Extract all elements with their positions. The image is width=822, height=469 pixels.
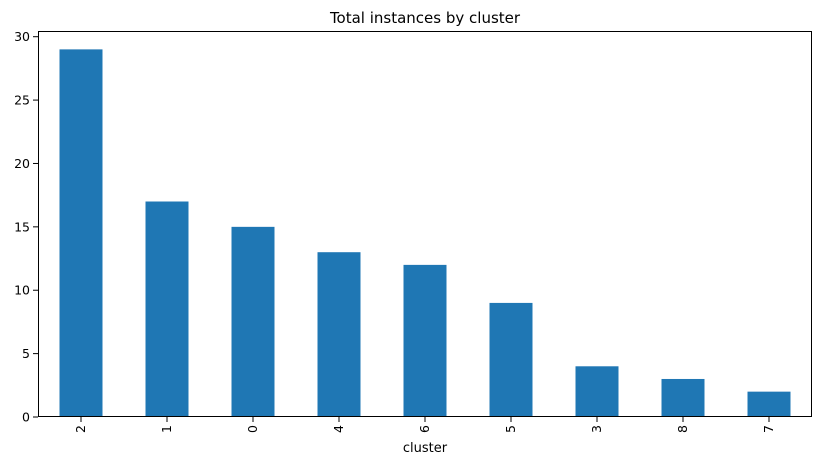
bar-cluster-8 <box>661 378 705 417</box>
plot-frame <box>38 31 812 417</box>
y-tick-label: 15 <box>14 219 30 234</box>
x-tick-label-4: 4 <box>331 425 346 433</box>
x-tick-label-7: 7 <box>761 425 776 433</box>
x-tick-label-5: 5 <box>503 425 518 433</box>
x-tick-label-8: 8 <box>675 425 690 433</box>
y-axis: 0 5 10 15 20 25 30 <box>14 29 38 425</box>
bar-cluster-1 <box>145 201 189 417</box>
x-tick-label-2: 2 <box>73 425 88 433</box>
y-tick-label: 20 <box>14 156 30 171</box>
bar-cluster-4 <box>317 252 361 417</box>
y-tick-label: 0 <box>22 410 30 425</box>
x-axis-title: cluster <box>403 441 448 456</box>
x-tick-label-3: 3 <box>589 425 604 433</box>
bar-cluster-3 <box>575 366 619 417</box>
y-tick-label: 30 <box>14 29 30 44</box>
x-tick-label-6: 6 <box>417 425 432 433</box>
y-tick-label: 25 <box>14 93 30 108</box>
chart-title: Total instances by cluster <box>329 9 521 27</box>
x-tick-label-1: 1 <box>159 425 174 433</box>
bar-cluster-2 <box>59 49 103 417</box>
bar-cluster-7 <box>747 391 791 417</box>
y-tick-label: 5 <box>22 346 30 361</box>
x-tick-label-0: 0 <box>245 425 260 433</box>
bar-cluster-6 <box>403 264 447 417</box>
y-tick-label: 10 <box>14 283 30 298</box>
x-axis: 2 1 0 4 6 5 3 8 7 <box>73 417 776 433</box>
bar-cluster-0 <box>231 226 275 417</box>
bars-layer <box>59 49 791 417</box>
bar-cluster-5 <box>489 302 533 417</box>
